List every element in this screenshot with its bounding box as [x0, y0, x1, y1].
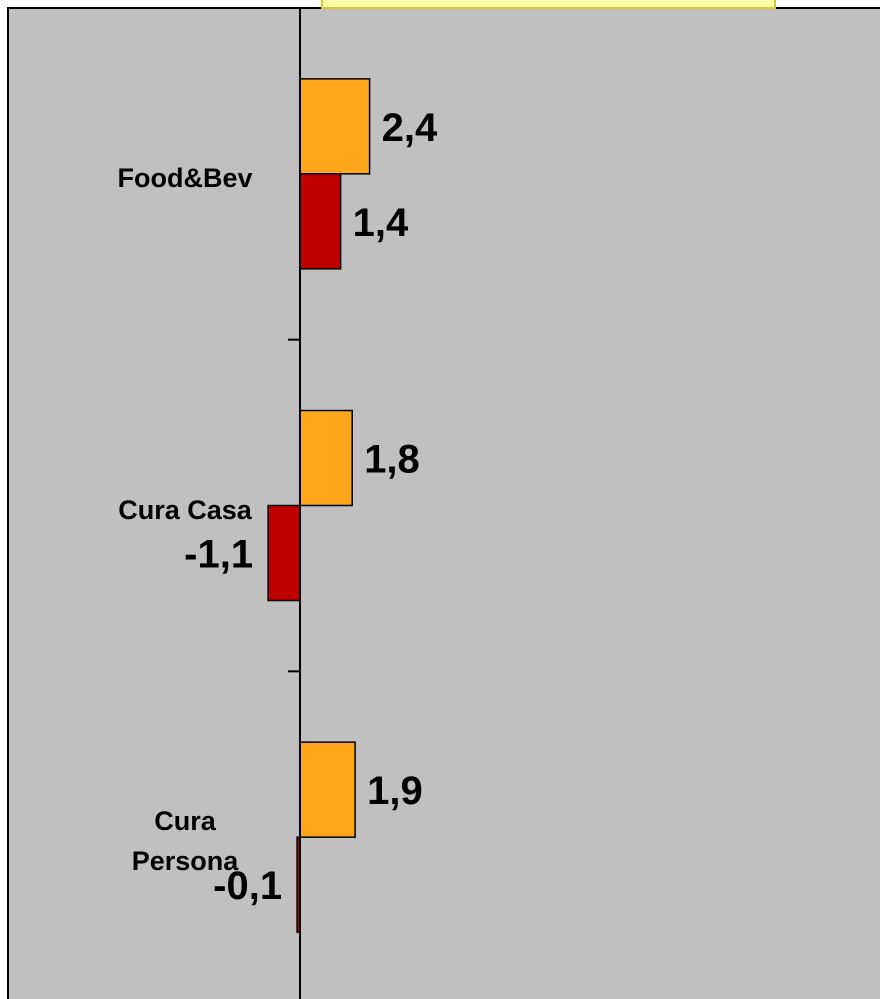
value-label: 1,8 [364, 438, 420, 482]
value-label: 2,4 [382, 106, 438, 150]
y-tick-label: Cura Persona [131, 806, 239, 877]
y-tick-label: Food&Bev [117, 162, 253, 193]
value-label: -1,1 [184, 533, 253, 577]
bar [267, 504, 301, 602]
value-label: 1,4 [353, 201, 409, 245]
bar [299, 741, 356, 838]
title-box [321, 0, 776, 9]
bar [299, 78, 371, 175]
bar [299, 409, 353, 507]
bar [299, 173, 342, 270]
y-tick-label: Cura Casa [118, 494, 252, 525]
value-label: -0,1 [213, 864, 282, 908]
plot-area [7, 7, 880, 999]
value-label: 1,9 [367, 769, 423, 813]
